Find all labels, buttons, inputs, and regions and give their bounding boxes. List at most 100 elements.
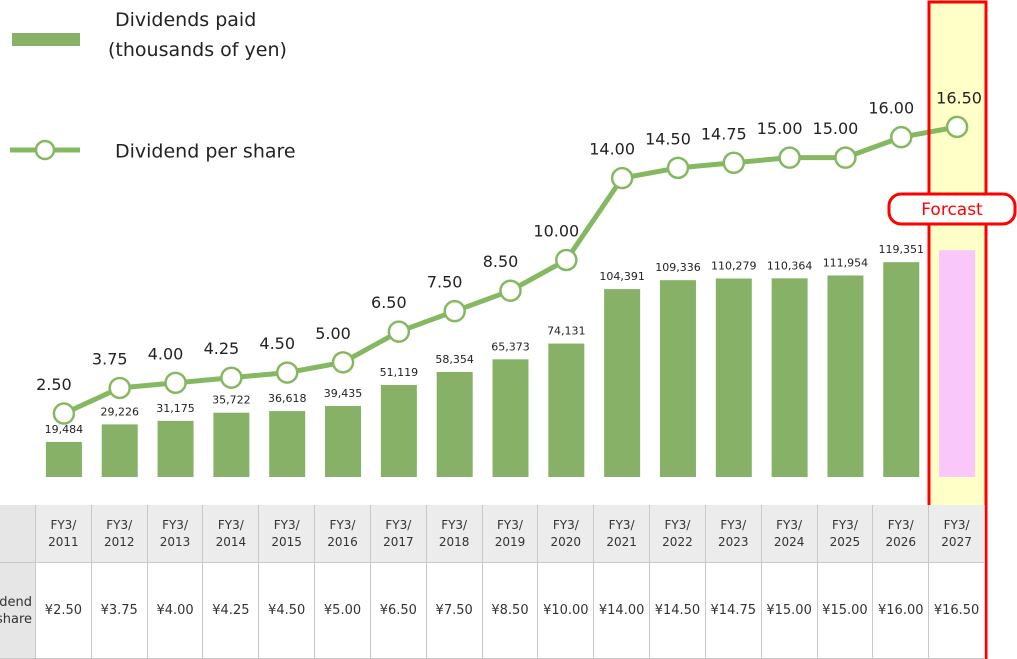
marker	[834, 146, 857, 169]
column-header: FY3/ 2021	[594, 505, 651, 563]
data-label: 14.50	[645, 129, 691, 148]
data-label: 4.00	[148, 344, 184, 363]
column-header: FY3/ 2015	[259, 505, 316, 563]
marker	[387, 320, 411, 343]
table-cell: ¥4.50	[259, 563, 316, 659]
table-cell: ¥14.75	[705, 563, 762, 659]
column-header: FY3/ 2025	[817, 505, 874, 563]
data-label: 39,435	[324, 387, 363, 400]
data-label: 2.50	[36, 375, 72, 394]
table-cell: ¥8.50	[482, 563, 539, 659]
column-header: FY3/ 2027	[929, 505, 985, 563]
marker	[331, 351, 355, 374]
marker	[443, 299, 466, 323]
bar	[436, 371, 473, 477]
data-label: 15.00	[813, 119, 859, 138]
table-cell: ¥15.00	[761, 563, 818, 659]
data-label: 14.75	[701, 124, 747, 143]
column-header: FY3/ 2013	[147, 505, 204, 563]
table-corner	[0, 505, 36, 563]
row-label: Dividend per share	[0, 594, 32, 627]
marker	[555, 248, 578, 272]
data-label: 111,954	[823, 256, 869, 269]
data-label: 7.50	[427, 273, 463, 292]
data-label: 4.25	[204, 339, 240, 358]
bar	[939, 250, 976, 477]
data-label: 6.50	[371, 293, 407, 312]
bar	[548, 343, 585, 477]
forecast-badge	[887, 192, 1017, 226]
bar	[715, 278, 752, 477]
data-label: 104,391	[599, 270, 645, 283]
column-header: FY3/ 2019	[482, 505, 539, 563]
column-header: FY3/ 2012	[91, 505, 148, 563]
bar	[492, 359, 529, 477]
legend-label: Dividends paid (thousands of yen)	[108, 9, 287, 61]
data-label: 14.00	[589, 140, 635, 159]
marker	[52, 402, 76, 425]
table-cell: ¥6.50	[370, 563, 427, 659]
table-cell: ¥4.00	[147, 563, 204, 659]
column-header: FY3/ 2024	[761, 505, 818, 563]
data-label: 8.50	[483, 252, 519, 271]
column-header: FY3/ 2020	[538, 505, 595, 563]
marker	[275, 361, 299, 384]
data-label: 74,131	[547, 325, 586, 338]
bar	[269, 411, 306, 477]
data-label: 16.00	[868, 99, 914, 118]
column-header: FY3/ 2018	[426, 505, 483, 563]
data-label: 31,175	[156, 402, 195, 415]
bar	[101, 424, 138, 477]
table-cell: ¥10.00	[538, 563, 595, 659]
table-cell: ¥14.00	[594, 563, 651, 659]
data-label: 10.00	[533, 221, 579, 240]
data-label: 58,354	[435, 353, 474, 366]
annotation: Forcast	[921, 200, 983, 220]
marker	[499, 279, 522, 302]
marker	[890, 125, 913, 149]
table-cell: ¥7.50	[426, 563, 483, 659]
table-cell: ¥2.50	[36, 563, 92, 659]
legend-swatch	[12, 33, 80, 46]
legend-label: Dividend per share	[115, 141, 296, 163]
data-label: 3.75	[92, 349, 128, 368]
bar	[213, 412, 250, 477]
table-cell: ¥16.00	[873, 563, 930, 659]
table-cell: ¥14.50	[650, 563, 706, 659]
column-header: FY3/ 2026	[873, 505, 930, 563]
data-label: 110,364	[767, 259, 813, 272]
data-label: 51,119	[380, 366, 419, 379]
data-label: 35,722	[212, 394, 251, 407]
row-header: Dividend per share	[0, 563, 36, 659]
column-header: FY3/ 2017	[370, 505, 427, 563]
marker	[610, 166, 634, 190]
bar	[157, 420, 194, 477]
marker	[666, 156, 690, 180]
table-cell: ¥5.00	[315, 563, 371, 659]
bar	[45, 441, 82, 477]
data-label: 36,618	[268, 392, 307, 405]
bar	[659, 280, 696, 477]
bar	[604, 289, 641, 477]
data-label: 109,336	[655, 261, 701, 274]
table-cell: ¥16.50	[929, 563, 985, 659]
column-header: FY3/ 2011	[36, 505, 92, 563]
marker	[945, 115, 969, 139]
legend-marker	[34, 139, 56, 161]
bar	[883, 262, 920, 477]
table-cell: ¥15.00	[817, 563, 874, 659]
column-header: FY3/ 2016	[315, 505, 371, 563]
marker	[220, 366, 243, 389]
legend: Dividends paid (thousands of yen) Dividend…	[10, 9, 296, 163]
marker	[778, 146, 801, 169]
marker	[108, 376, 131, 400]
data-label: 119,351	[879, 243, 925, 256]
bar	[771, 278, 808, 477]
table-cell: ¥3.75	[91, 563, 148, 659]
data-label: 65,373	[491, 340, 530, 353]
column-header: FY3/ 2022	[650, 505, 706, 563]
data-label: 29,226	[100, 405, 139, 418]
